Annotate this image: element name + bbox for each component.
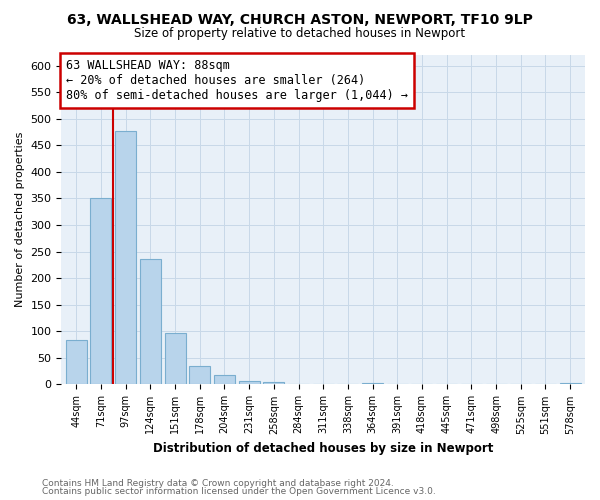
Text: 63 WALLSHEAD WAY: 88sqm
← 20% of detached houses are smaller (264)
80% of semi-d: 63 WALLSHEAD WAY: 88sqm ← 20% of detache… xyxy=(67,60,409,102)
Bar xyxy=(115,131,136,384)
Y-axis label: Number of detached properties: Number of detached properties xyxy=(15,132,25,308)
Bar xyxy=(66,340,87,384)
Bar xyxy=(263,382,284,384)
Text: Contains HM Land Registry data © Crown copyright and database right 2024.: Contains HM Land Registry data © Crown c… xyxy=(42,478,394,488)
X-axis label: Distribution of detached houses by size in Newport: Distribution of detached houses by size … xyxy=(153,442,493,455)
Bar xyxy=(189,366,210,384)
Bar xyxy=(239,380,260,384)
Text: Size of property relative to detached houses in Newport: Size of property relative to detached ho… xyxy=(134,28,466,40)
Bar xyxy=(214,375,235,384)
Bar xyxy=(91,198,112,384)
Text: Contains public sector information licensed under the Open Government Licence v3: Contains public sector information licen… xyxy=(42,487,436,496)
Text: 63, WALLSHEAD WAY, CHURCH ASTON, NEWPORT, TF10 9LP: 63, WALLSHEAD WAY, CHURCH ASTON, NEWPORT… xyxy=(67,12,533,26)
Bar xyxy=(164,333,185,384)
Bar xyxy=(140,258,161,384)
